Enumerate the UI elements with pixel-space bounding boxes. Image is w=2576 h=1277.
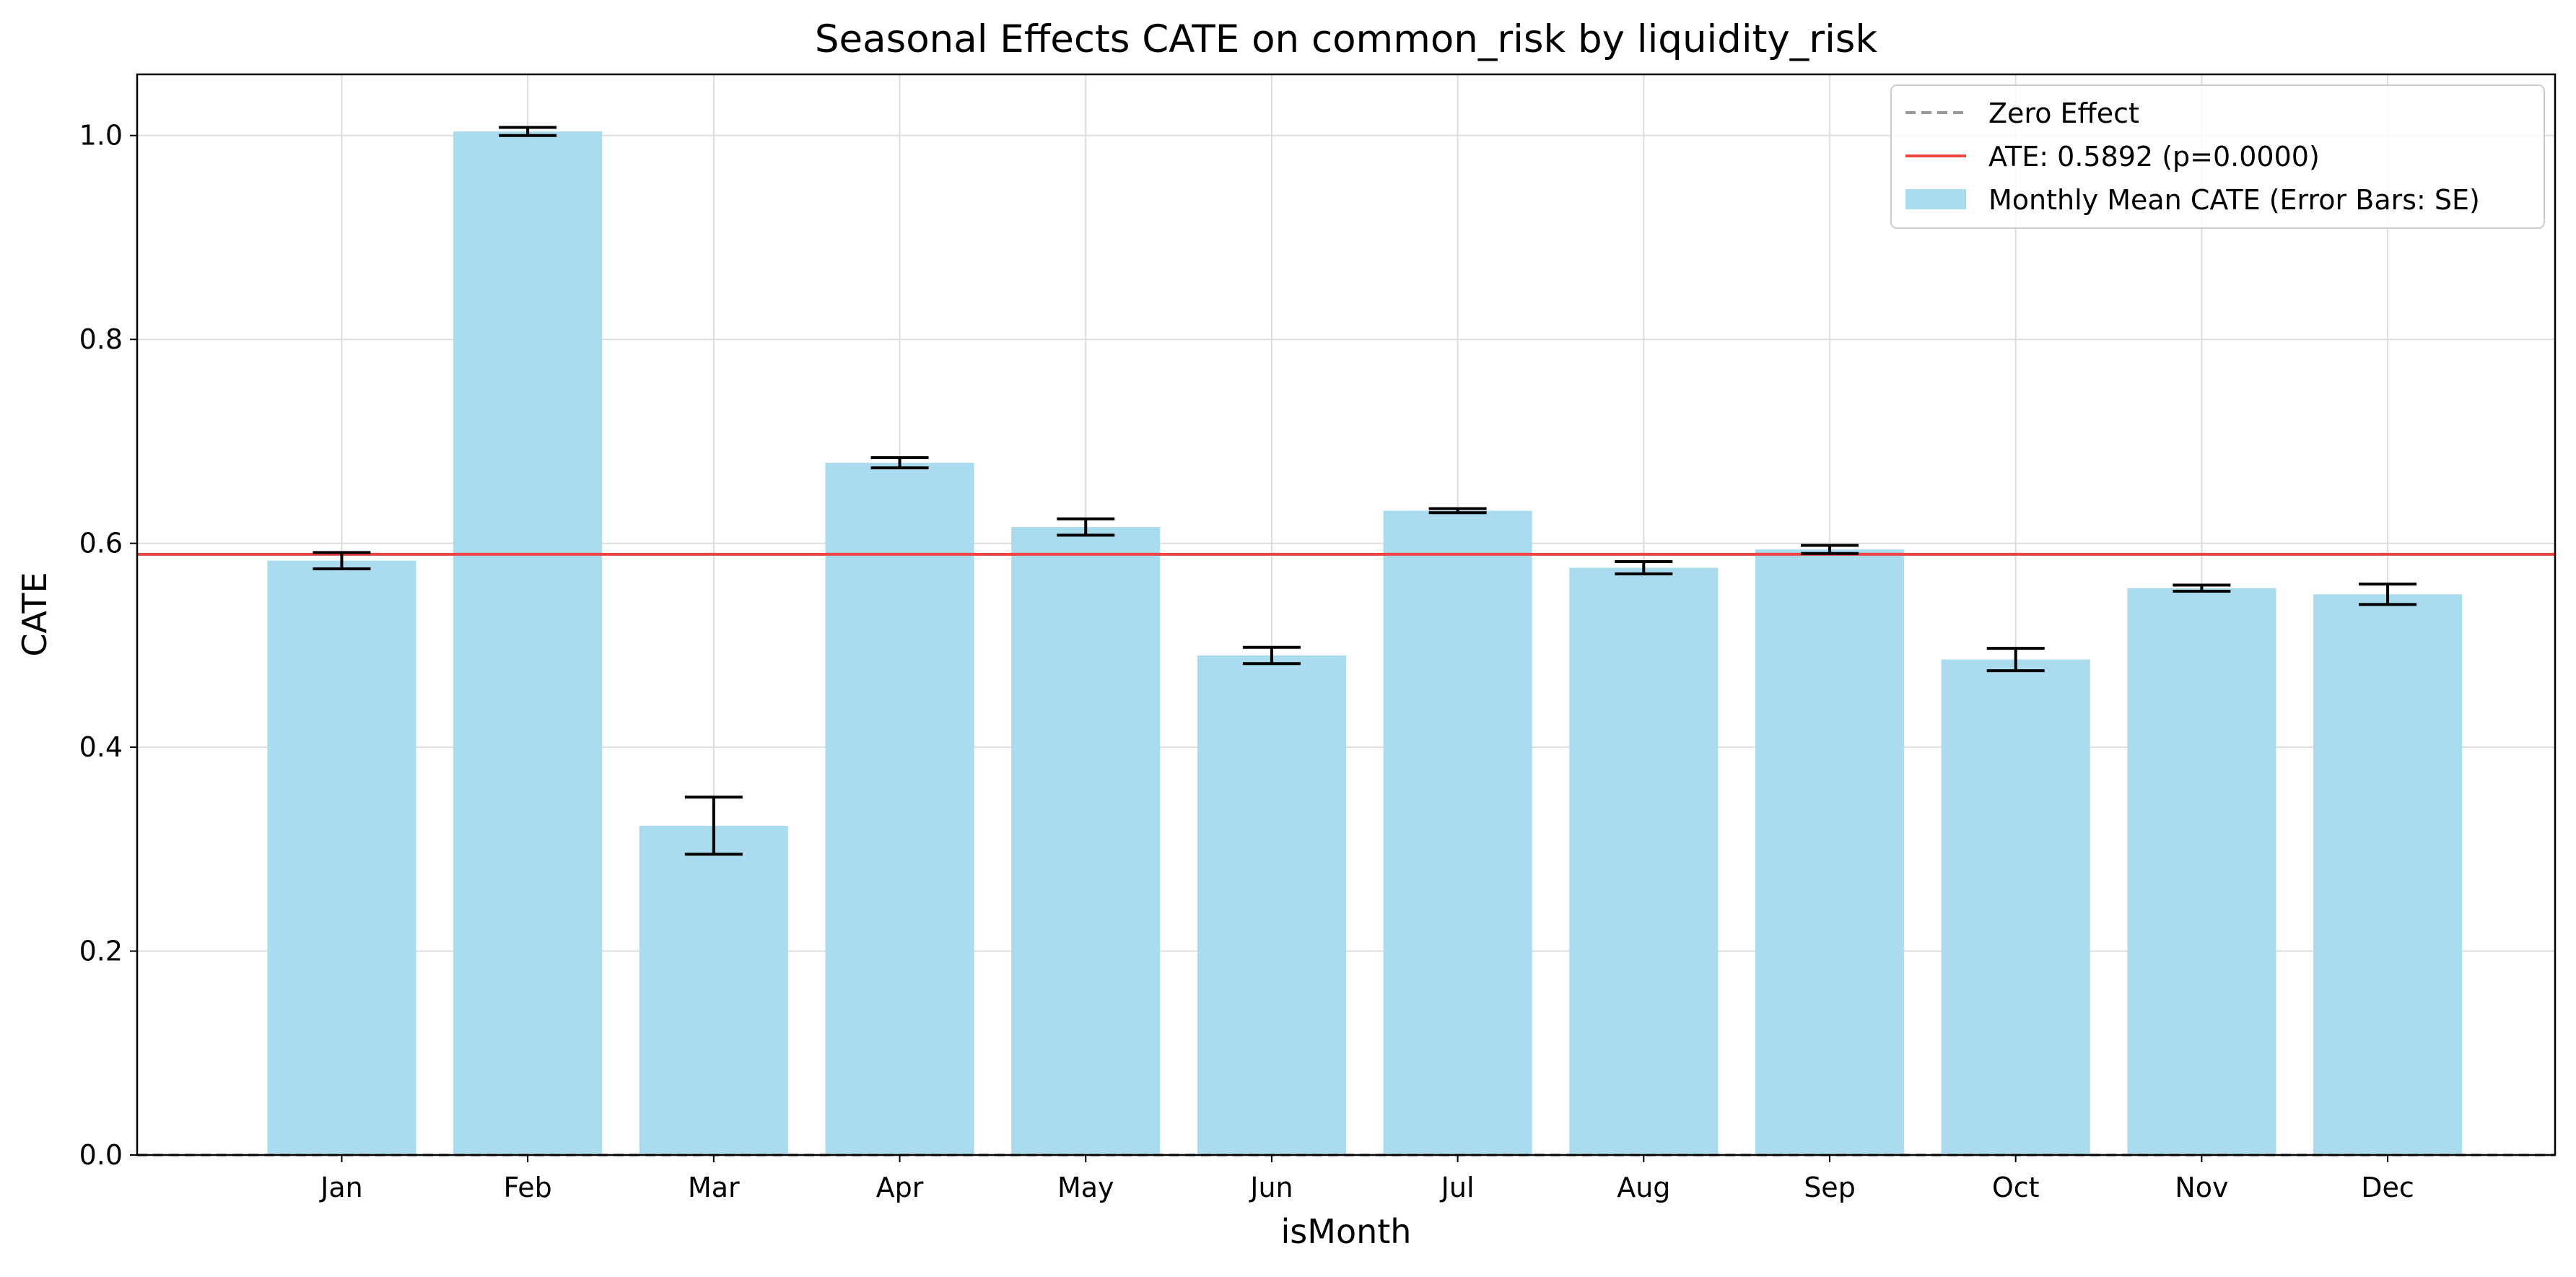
y-tick-label: 0.0 [79,1139,123,1171]
x-tick-label: Dec [2361,1172,2414,1203]
bar-layer [267,131,2463,1155]
x-tick-label: Feb [504,1172,552,1203]
y-tick-label: 1.0 [79,120,123,152]
legend: Zero Effect ATE: 0.5892 (p=0.0000) Month… [1890,84,2545,229]
tick-layer: 0.0 0.2 0.4 0.6 0.8 1.0 Jan Feb Mar Apr May Jun Jul A… [79,120,2414,1203]
bar [1197,655,1346,1155]
x-axis-label: isMonth [1281,1212,1412,1251]
y-tick-label: 0.8 [79,323,123,355]
x-tick-label: Jun [1249,1172,1293,1203]
x-tick-label: Aug [1617,1172,1670,1203]
bar [1383,510,1532,1155]
y-tick-label: 0.2 [79,936,123,967]
x-tick-label: Apr [876,1172,924,1203]
bar [2127,588,2276,1155]
x-tick-label: Oct [1992,1172,2040,1203]
legend-label-monthly-mean: Monthly Mean CATE (Error Bars: SE) [1988,184,2480,216]
y-tick-label: 0.6 [79,528,123,559]
plot-frame [136,73,2557,1156]
legend-box [1890,84,2545,229]
bar [1011,527,1161,1155]
x-tick-label: May [1057,1172,1114,1203]
y-tick-label: 0.4 [79,731,123,763]
x-tick-label: Sep [1804,1172,1856,1203]
legend-label-zero-effect: Zero Effect [1988,97,2139,129]
legend-label-ate: ATE: 0.5892 (p=0.0000) [1988,141,2320,173]
y-axis-label: CATE [15,572,54,656]
bar [825,463,974,1155]
legend-swatch-monthly-mean [1905,189,1966,209]
x-tick-label: Jul [1440,1172,1475,1203]
bar [267,560,416,1155]
x-tick-label: Jan [319,1172,363,1203]
x-tick-label: Mar [688,1172,740,1203]
x-tick-label: Nov [2175,1172,2228,1203]
error-bar-layer [313,126,2417,856]
bar [1941,659,2090,1155]
bar [639,825,788,1155]
bar [1755,549,1905,1155]
chart-title: Seasonal Effects CATE on common_risk by … [815,17,1878,61]
bar [2313,594,2463,1155]
bar [1569,567,1719,1155]
bar [453,131,603,1155]
